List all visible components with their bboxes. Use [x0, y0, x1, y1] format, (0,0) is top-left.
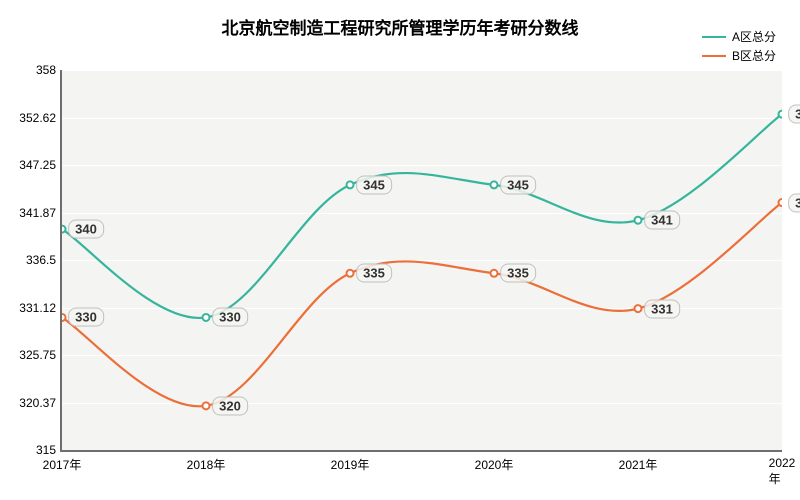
- data-value-label: 335: [356, 264, 392, 283]
- legend: A区总分 B区总分: [702, 28, 776, 66]
- legend-label-a: A区总分: [732, 28, 776, 45]
- data-marker: [203, 314, 210, 321]
- data-marker: [779, 199, 783, 206]
- data-value-label: 331: [644, 299, 680, 318]
- y-axis-label: 320.37: [19, 396, 62, 410]
- y-axis-label: 352.62: [19, 111, 62, 125]
- data-value-label: 343: [788, 193, 800, 212]
- legend-swatch-b: [702, 55, 726, 57]
- data-value-label: 330: [68, 308, 104, 327]
- chart-title: 北京航空制造工程研究所管理学历年考研分数线: [0, 0, 800, 39]
- data-value-label: 320: [212, 396, 248, 415]
- data-marker: [491, 181, 498, 188]
- plot-area: 315320.37325.75331.12336.5341.87347.2535…: [60, 70, 782, 452]
- x-axis-label: 2020年: [475, 450, 514, 473]
- data-value-label: 341: [644, 211, 680, 230]
- data-marker: [635, 305, 642, 312]
- data-marker: [62, 226, 66, 233]
- data-value-label: 335: [500, 264, 536, 283]
- legend-item-b: B区总分: [702, 47, 776, 64]
- data-marker: [203, 402, 210, 409]
- chart-svg: [62, 70, 782, 450]
- x-axis-label: 2017年: [43, 450, 82, 473]
- x-axis-label: 2021年: [619, 450, 658, 473]
- legend-label-b: B区总分: [732, 47, 776, 64]
- y-axis-label: 325.75: [19, 348, 62, 362]
- data-value-label: 345: [356, 175, 392, 194]
- y-axis-label: 331.12: [19, 301, 62, 315]
- y-axis-label: 347.25: [19, 158, 62, 172]
- data-marker: [635, 217, 642, 224]
- y-axis-label: 341.87: [19, 206, 62, 220]
- x-axis-label: 2019年: [331, 450, 370, 473]
- data-marker: [347, 270, 354, 277]
- y-axis-label: 336.5: [26, 253, 62, 267]
- data-value-label: 353: [788, 105, 800, 124]
- legend-item-a: A区总分: [702, 28, 776, 45]
- data-marker: [62, 314, 66, 321]
- x-axis-label: 2018年: [187, 450, 226, 473]
- data-value-label: 345: [500, 175, 536, 194]
- data-marker: [347, 181, 354, 188]
- data-value-label: 340: [68, 220, 104, 239]
- data-marker: [779, 111, 783, 118]
- legend-swatch-a: [702, 36, 726, 38]
- data-value-label: 330: [212, 308, 248, 327]
- x-axis-label: 2022年: [769, 450, 796, 487]
- data-marker: [491, 270, 498, 277]
- y-axis-label: 358: [36, 63, 62, 77]
